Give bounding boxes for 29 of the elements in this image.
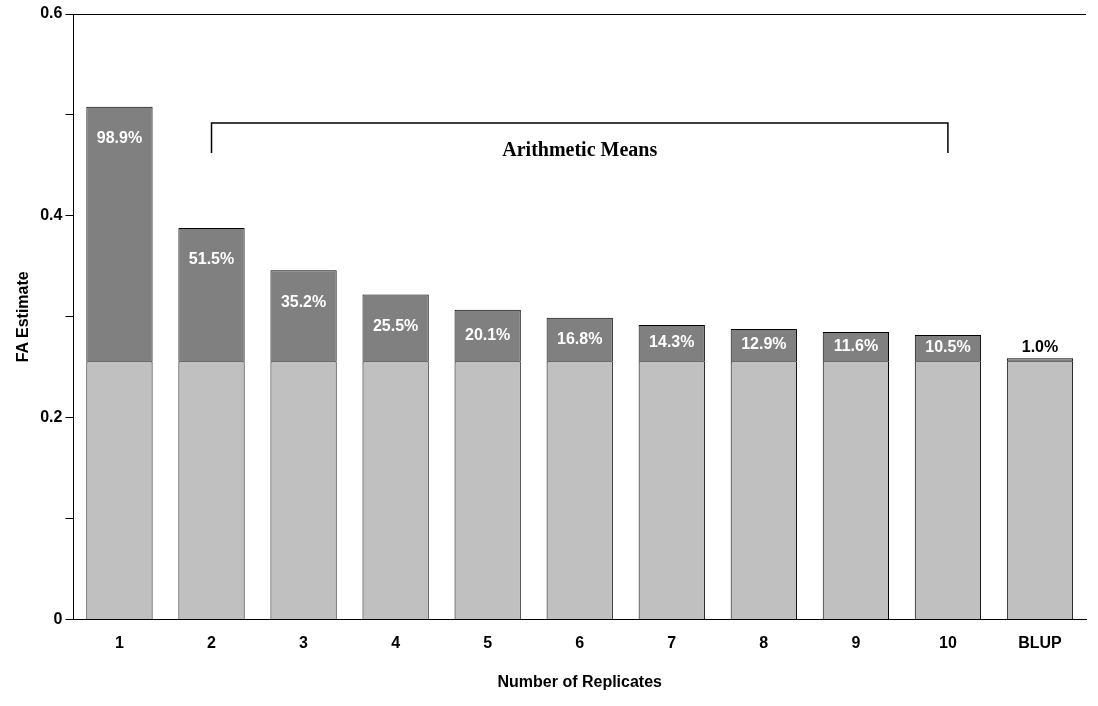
annotation: 11.6% xyxy=(833,336,879,354)
annotation: 1.0% xyxy=(1021,337,1059,355)
y-tick-label: 0.2 xyxy=(40,408,63,426)
x-tick-label: 2 xyxy=(207,633,217,651)
annotation: 25.5% xyxy=(372,317,419,334)
annotation: 20.1% xyxy=(464,325,511,343)
annotation: 10.5% xyxy=(925,338,971,356)
y-tick-label: 0.6 xyxy=(40,4,63,22)
x-tick-label: 1 xyxy=(115,633,125,651)
annotation: 51.5% xyxy=(188,250,235,268)
x-tick-label: 10 xyxy=(939,633,957,651)
x-tick-label: 9 xyxy=(851,633,861,651)
annotation: 14.3% xyxy=(649,333,695,351)
annotation: Arithmetic Means xyxy=(502,138,658,161)
x-tick-label: 8 xyxy=(759,633,769,651)
annotation: 98.9% xyxy=(96,129,143,147)
x-tick-label: 6 xyxy=(575,633,585,651)
y-axis-title: FA Estimate xyxy=(14,271,32,363)
x-tick-label: BLUP xyxy=(1018,633,1063,651)
annotation: 12.9% xyxy=(741,335,787,353)
y-tick-label: 0.4 xyxy=(40,206,63,224)
annotation: 16.8% xyxy=(557,329,603,347)
x-tick-label: 3 xyxy=(299,633,309,651)
x-tick-label: 5 xyxy=(483,633,493,651)
x-axis-title: Number of Replicates xyxy=(497,672,663,690)
annotation: 35.2% xyxy=(280,292,327,310)
y-tick-label: 0 xyxy=(53,610,63,628)
x-tick-label: 4 xyxy=(391,633,401,651)
x-tick-label: 7 xyxy=(667,633,677,651)
